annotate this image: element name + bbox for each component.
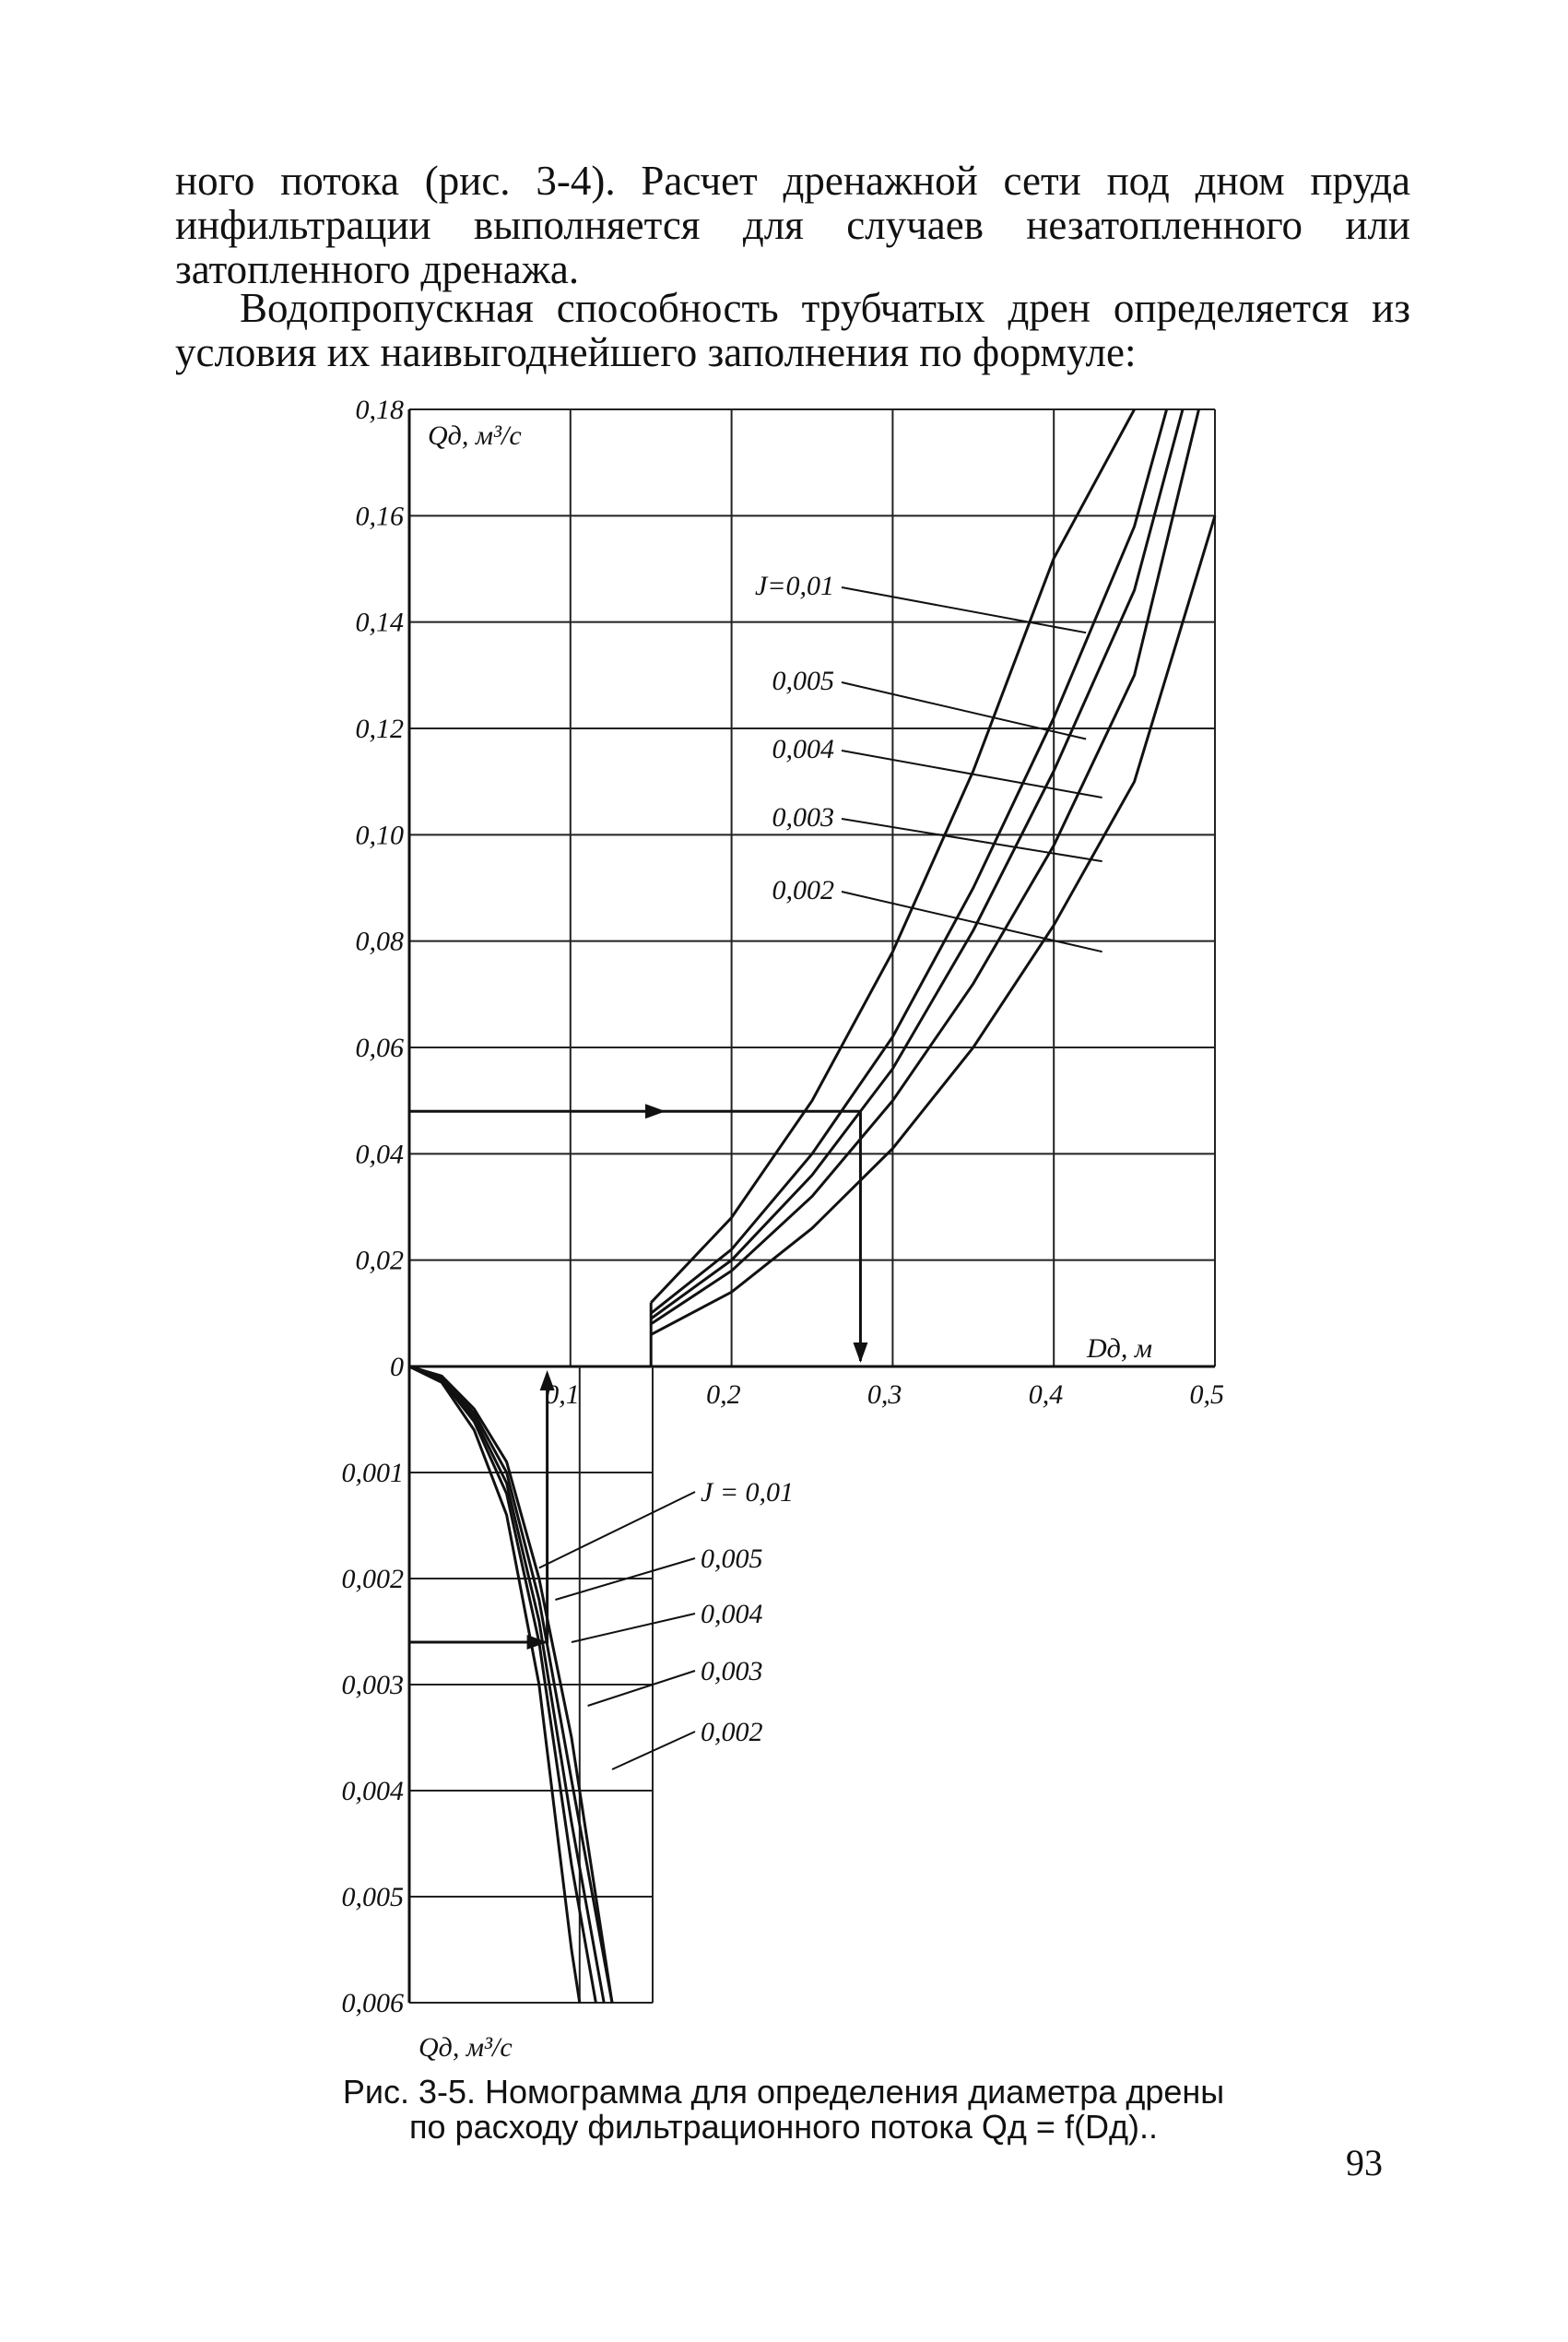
- y-tick-label-lower: 0,004: [342, 1776, 405, 1806]
- nomogram-figure: 00,020,040,060,080,100,120,140,160,180,1…: [342, 395, 1225, 2063]
- y-tick-label: 0,18: [356, 395, 405, 425]
- y-tick-label-lower: 0,003: [342, 1670, 405, 1700]
- leader-line: [841, 891, 1102, 953]
- leader-line: [538, 1491, 696, 1569]
- series-label-lower: 0,002: [701, 1717, 763, 1747]
- body-paragraph-2: Водопропускная способность трубчатых дре…: [175, 285, 1410, 375]
- y-tick-label: 0,12: [356, 714, 405, 744]
- y-tick-label: 0,04: [356, 1139, 405, 1169]
- leader-line: [841, 681, 1087, 740]
- y-tick-label-lower: 0,002: [342, 1564, 405, 1594]
- figure-caption-line-1: Рис. 3-5. Номограмма для определения диа…: [342, 2073, 1225, 2111]
- leader-line: [841, 586, 1087, 634]
- x-axis-title: Dд, м: [1086, 1333, 1152, 1364]
- y-tick-label: 0: [390, 1352, 404, 1382]
- y-tick-label: 0,02: [356, 1246, 405, 1276]
- series-curve-upper: [650, 408, 1136, 1304]
- series-curve-lower: [408, 1365, 606, 2004]
- leader-line: [571, 1613, 696, 1643]
- arrow-right-icon: [645, 1104, 666, 1119]
- x-tick-label: 0,3: [867, 1379, 902, 1410]
- leader-line: [611, 1731, 696, 1770]
- series-label-upper: 0,002: [772, 875, 835, 905]
- series-curve-upper: [650, 408, 1185, 1320]
- series-label-lower: 0,005: [701, 1544, 763, 1574]
- leader-line: [841, 750, 1102, 798]
- body-paragraph-1: ного потока (рис. 3-4). Расчет дренажной…: [175, 158, 1410, 292]
- leader-line: [841, 818, 1102, 863]
- series-label-upper: J=0,01: [755, 571, 834, 601]
- y-tick-label: 0,06: [356, 1033, 405, 1063]
- series-label-upper: 0,003: [772, 802, 835, 833]
- y-tick-label-lower: 0,006: [342, 1988, 405, 2018]
- lower-chart: 0,001 0,002 0,003 0,004 0,005 0,006 Qд, м³/с J …: [342, 1365, 794, 2063]
- series-curve-lower: [408, 1365, 614, 2004]
- page-number: 93: [1346, 2142, 1383, 2183]
- y-axis-title: Qд, м³/с: [428, 420, 522, 451]
- upper-chart: 00,020,040,060,080,100,120,140,160,180,1…: [356, 395, 1225, 1410]
- x-tick-label: 0,5: [1190, 1379, 1225, 1410]
- x-axis-title-lower: Qд, м³/с: [419, 2032, 513, 2063]
- x-tick-label: 0,2: [706, 1379, 741, 1410]
- leader-line: [555, 1557, 696, 1601]
- y-tick-label: 0,08: [356, 927, 405, 957]
- series-curve-upper: [650, 408, 1200, 1326]
- y-tick-label-lower: 0,005: [342, 1882, 405, 1912]
- figure-caption-line-2: по расходу фильтрационного потока Qд = f…: [409, 2108, 1158, 2146]
- y-tick-label: 0,16: [356, 501, 405, 531]
- arrow-up-icon: [539, 1370, 555, 1390]
- series-label-upper: 0,005: [772, 666, 835, 696]
- arrow-right-icon: [526, 1635, 548, 1650]
- y-tick-label: 0,14: [356, 608, 405, 638]
- x-tick-label: 0,4: [1029, 1379, 1064, 1410]
- arrow-down-icon: [853, 1343, 868, 1363]
- y-tick-label-lower: 0,001: [342, 1458, 405, 1488]
- series-label-upper: 0,004: [772, 734, 835, 764]
- y-tick-label: 0,10: [356, 820, 405, 850]
- series-curve-upper: [650, 515, 1217, 1336]
- series-label-lower: 0,004: [701, 1599, 763, 1629]
- leader-line: [587, 1670, 696, 1707]
- series-label-lower: 0,003: [701, 1656, 763, 1686]
- example-path: [409, 1109, 862, 1361]
- series-label-lower: J = 0,01: [701, 1477, 794, 1508]
- series-curve-upper: [650, 408, 1169, 1315]
